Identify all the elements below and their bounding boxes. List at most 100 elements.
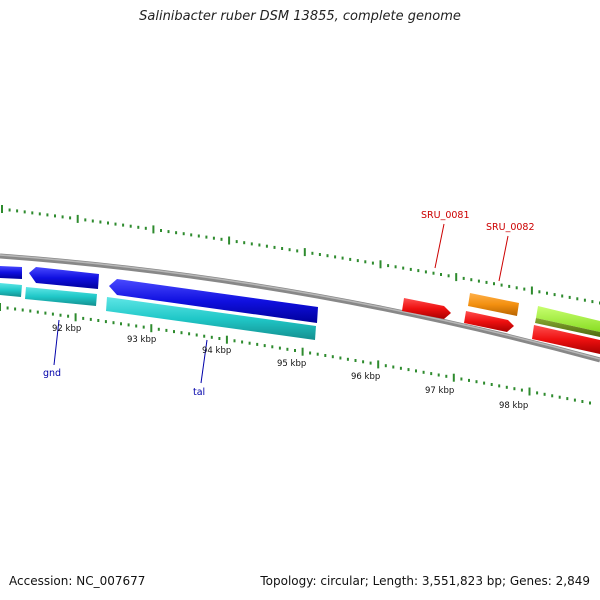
outer-tick xyxy=(530,286,533,295)
outer-tick-row xyxy=(1,205,600,305)
outer-tick xyxy=(417,269,420,273)
outer-tick xyxy=(432,271,435,275)
inner-tick xyxy=(263,344,266,348)
outer-tick xyxy=(182,232,185,236)
genome-backbone-highlight xyxy=(0,254,600,360)
outer-tick xyxy=(485,280,488,284)
gene-box-olive xyxy=(535,318,600,337)
outer-tick xyxy=(137,225,140,229)
inner-tick xyxy=(536,391,539,395)
gene-arrow-blue-tal xyxy=(109,279,318,323)
outer-tick xyxy=(61,215,64,219)
inner-tick xyxy=(301,347,304,356)
accession-text: Accession: NC_007677 xyxy=(9,574,146,588)
inner-tick xyxy=(67,314,70,318)
inner-tick xyxy=(566,397,569,401)
inner-tick xyxy=(188,332,191,336)
outer-tick xyxy=(220,237,223,241)
outer-tick xyxy=(243,241,246,245)
outer-tick xyxy=(349,257,352,261)
inner-tick xyxy=(384,364,387,368)
outer-tick xyxy=(440,273,442,276)
outer-tick xyxy=(8,208,11,212)
outer-tick xyxy=(493,282,495,286)
outer-tick xyxy=(228,236,231,245)
inner-tick xyxy=(195,333,198,337)
gene-arrow-blue-gnd xyxy=(29,267,99,289)
outer-tick xyxy=(197,234,200,238)
outer-tick xyxy=(99,220,102,224)
gene-box-lime xyxy=(536,306,600,332)
inner-tick xyxy=(558,395,561,399)
leader-line-sru0081 xyxy=(434,223,445,269)
inner-tick xyxy=(142,325,145,329)
outer-tick xyxy=(538,290,541,294)
outer-tick xyxy=(356,259,359,263)
inner-tick xyxy=(369,361,372,365)
outer-tick xyxy=(477,279,480,283)
gene-box-cyan-1 xyxy=(0,283,22,297)
inner-tick xyxy=(150,324,153,333)
gene-label-gnd: gnd xyxy=(43,368,61,379)
inner-tick xyxy=(248,341,251,345)
inner-tick xyxy=(233,339,236,343)
inner-tick xyxy=(89,317,92,321)
inner-tick xyxy=(392,365,395,369)
outer-tick xyxy=(326,254,329,258)
inner-tick xyxy=(551,394,554,398)
outer-tick xyxy=(167,230,170,234)
inner-tick xyxy=(468,378,470,382)
outer-tick xyxy=(38,212,41,216)
gene-arrow-red-sru0081 xyxy=(402,298,451,319)
inner-tick xyxy=(460,377,463,381)
scale-label: 94 kbp xyxy=(202,346,231,356)
genome-backbone xyxy=(0,253,600,363)
inner-tick xyxy=(520,388,523,392)
inner-tick xyxy=(430,372,433,376)
outer-tick xyxy=(54,214,56,218)
inner-tick xyxy=(294,349,296,352)
inner-tick xyxy=(135,324,138,328)
scale-label: 96 kbp xyxy=(351,372,380,382)
outer-tick xyxy=(303,248,306,257)
scale-label: 93 kbp xyxy=(127,335,156,345)
scale-label: 97 kbp xyxy=(425,386,454,396)
inner-tick xyxy=(256,342,259,346)
inner-tick xyxy=(581,400,584,403)
outer-tick xyxy=(470,278,473,282)
inner-tick xyxy=(339,356,342,360)
inner-tick xyxy=(377,360,380,369)
inner-tick xyxy=(483,381,486,385)
inner-tick xyxy=(127,323,130,327)
inner-tick xyxy=(505,385,508,389)
map-title: Salinibacter ruber DSM 13855, complete g… xyxy=(139,9,461,24)
outer-tick xyxy=(447,274,450,278)
inner-tick-row xyxy=(0,303,591,405)
outer-tick xyxy=(387,264,390,268)
outer-tick xyxy=(107,221,109,225)
outer-tick xyxy=(296,249,299,253)
scale-label: 92 kbp xyxy=(52,324,81,334)
outer-tick xyxy=(129,224,132,228)
inner-tick xyxy=(241,340,244,344)
inner-tick xyxy=(36,310,39,314)
inner-tick xyxy=(399,366,402,370)
outer-tick xyxy=(122,223,125,227)
outer-tick xyxy=(91,219,94,223)
outer-tick xyxy=(114,222,117,226)
outer-tick xyxy=(281,247,284,250)
inner-tick xyxy=(0,303,1,311)
outer-tick xyxy=(152,225,155,234)
inner-tick xyxy=(316,352,319,356)
inner-tick xyxy=(165,328,168,332)
outer-tick xyxy=(235,240,238,244)
outer-tick xyxy=(31,211,34,215)
outer-tick xyxy=(84,218,87,222)
inner-tick xyxy=(309,351,312,355)
inner-tick xyxy=(180,331,183,335)
outer-tick xyxy=(23,210,26,214)
inner-tick xyxy=(452,373,455,382)
inner-tick xyxy=(346,357,349,361)
outer-tick xyxy=(583,298,586,302)
